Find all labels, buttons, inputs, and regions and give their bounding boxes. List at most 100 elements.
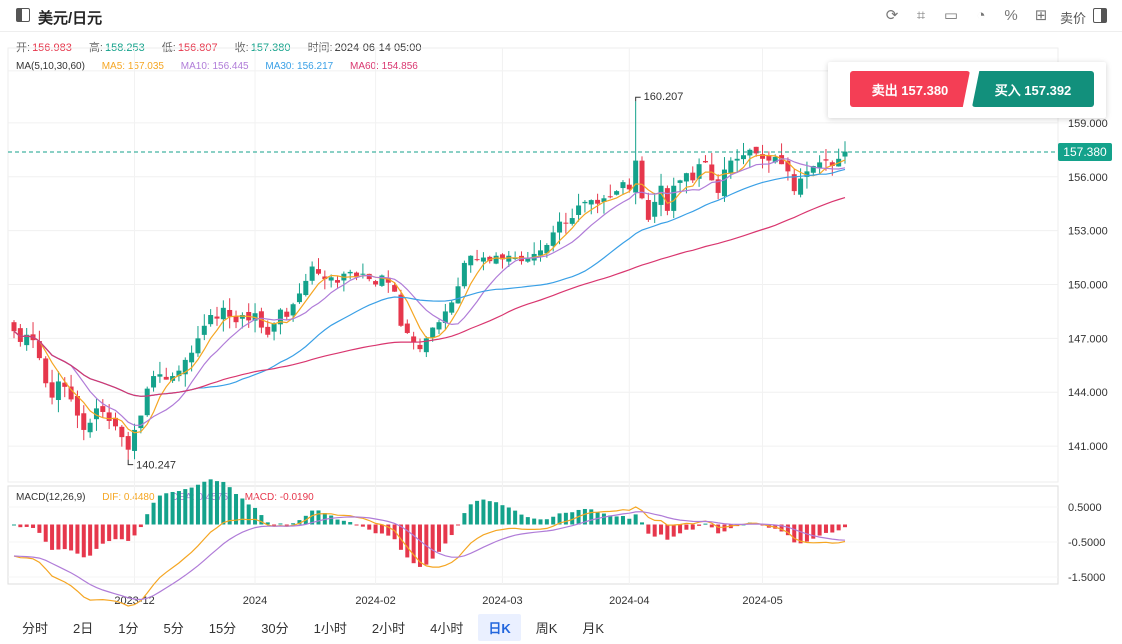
candle-body: [55, 381, 61, 401]
macd-value: MACD: -0.0190: [244, 492, 314, 503]
macd-bar: [138, 524, 143, 528]
high-marker: [635, 96, 641, 102]
candle-body: [87, 422, 93, 433]
macd-bar: [227, 487, 232, 525]
macd-bar: [544, 519, 549, 525]
macd-title: MACD(12,26,9): [16, 492, 86, 503]
macd-bar: [640, 522, 645, 525]
candle-body: [112, 417, 118, 427]
macd-bar: [265, 522, 270, 525]
chart-style-icon[interactable]: ▭: [943, 7, 959, 24]
candle-body: [779, 155, 785, 165]
macd-bar: [81, 524, 86, 558]
macd-bar: [56, 524, 61, 550]
tab-1[interactable]: 2日: [73, 620, 94, 636]
current-price-label: 157.380: [1063, 145, 1107, 159]
buy-button[interactable]: 买入 157.392: [972, 71, 1094, 107]
macd-bar: [601, 513, 606, 525]
draw-icon[interactable]: ⌗: [916, 7, 926, 24]
ma30-value: MA30: 156.217: [265, 61, 334, 72]
macd-bar: [843, 524, 847, 528]
tab-2[interactable]: 1分: [118, 620, 139, 636]
candle-body: [804, 171, 810, 177]
tab-7[interactable]: 2小时: [371, 620, 406, 636]
candle-body: [151, 376, 157, 388]
macd-bar: [456, 524, 461, 526]
candle-body: [677, 180, 683, 183]
macd-bar: [348, 522, 353, 525]
sell-price-toggle[interactable]: 卖价: [1060, 11, 1087, 26]
macd-bar: [506, 507, 511, 525]
price-tick-label: 150.000: [1068, 279, 1108, 291]
macd-bar: [240, 498, 245, 525]
macd-bar: [538, 519, 543, 525]
tab-0[interactable]: 分时: [22, 620, 49, 636]
tab-4[interactable]: 15分: [208, 620, 237, 636]
candle-body: [474, 259, 480, 261]
candle-body: [189, 352, 195, 363]
macd-bar: [259, 515, 264, 525]
tab-9[interactable]: 日K: [478, 613, 521, 641]
macd-bar: [462, 513, 467, 525]
candle-body: [24, 334, 30, 346]
macd-bar: [50, 524, 55, 550]
macd-bar: [475, 500, 480, 525]
candle-body: [163, 376, 169, 380]
dif-line: [13, 506, 846, 607]
candle-body: [721, 169, 727, 197]
candle-body: [208, 315, 214, 325]
tab-5[interactable]: 30分: [261, 620, 289, 636]
macd-bar: [62, 524, 67, 550]
macd-bar: [221, 481, 226, 525]
percent-icon[interactable]: %: [1004, 7, 1018, 24]
macd-bar: [468, 504, 473, 525]
macd-bar: [405, 524, 410, 558]
tab-8[interactable]: 4小时: [430, 620, 464, 636]
candle-body: [658, 185, 664, 205]
candle-body: [696, 164, 702, 179]
candle-body: [449, 302, 455, 313]
candle-body: [842, 151, 848, 157]
candle-body: [614, 191, 620, 195]
ma10-value: MA10: 156.445: [180, 61, 249, 72]
candle-body: [354, 272, 360, 278]
candle-body: [106, 412, 112, 421]
candle-body: [652, 201, 658, 217]
macd-bar: [417, 524, 422, 567]
macd-bar: [513, 510, 518, 525]
candle-body: [715, 179, 721, 193]
macd-bar: [792, 524, 797, 543]
candle-body: [68, 386, 74, 400]
refresh-icon[interactable]: ⟳: [885, 7, 899, 24]
sidebar-toggle-icon[interactable]: [16, 8, 30, 22]
kline-chart[interactable]: 160.159.000156.000153.000150.000147.0001…: [0, 0, 1122, 612]
macd-bar: [31, 524, 36, 528]
candle-body: [620, 182, 626, 189]
candle-body: [760, 154, 766, 159]
price-tick-label: 147.000: [1068, 333, 1108, 345]
candle-body: [284, 311, 290, 317]
macd-bar: [830, 524, 835, 533]
indicator-icon[interactable]: ◔: [976, 7, 986, 24]
macd-bar: [335, 519, 340, 525]
candle-body: [423, 338, 429, 353]
tab-3[interactable]: 5分: [163, 620, 184, 636]
macd-bar: [329, 515, 334, 525]
tab-11[interactable]: 月K: [582, 620, 605, 636]
ma30-line: [13, 168, 846, 397]
candle-body: [455, 286, 461, 304]
tab-6[interactable]: 1小时: [313, 620, 347, 636]
macd-bar: [278, 523, 283, 525]
candle-body: [195, 338, 201, 354]
macd-bar: [354, 524, 359, 526]
tab-10[interactable]: 周K: [535, 620, 558, 636]
sell-button[interactable]: 卖出 157.380: [850, 71, 970, 107]
macd-bar: [659, 524, 664, 535]
macd-bar: [88, 524, 93, 556]
candle-body: [290, 304, 296, 316]
candle-body: [360, 273, 366, 275]
candle-body: [373, 281, 379, 285]
side-panel-icon[interactable]: [1093, 8, 1107, 23]
candle-body: [525, 257, 531, 262]
grid-icon[interactable]: ⊞: [1034, 7, 1048, 24]
